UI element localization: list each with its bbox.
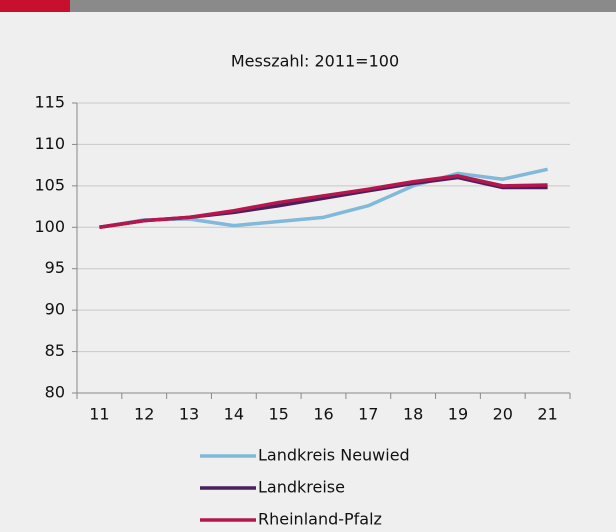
x-tick-label: 17 bbox=[358, 405, 378, 424]
legend-label: Landkreis Neuwied bbox=[258, 446, 410, 465]
header-accent bbox=[0, 0, 70, 12]
chart-title: Messzahl: 2011=100 bbox=[231, 52, 399, 71]
x-tick-label: 16 bbox=[313, 405, 333, 424]
legend-label: Rheinland-Pfalz bbox=[258, 510, 382, 529]
header-bar bbox=[0, 0, 616, 12]
x-tick-label: 20 bbox=[493, 405, 513, 424]
x-tick-label: 19 bbox=[448, 405, 468, 424]
x-tick-label: 21 bbox=[537, 405, 557, 424]
y-tick-label: 115 bbox=[34, 93, 65, 112]
y-tick-label: 110 bbox=[34, 134, 65, 153]
y-tick-label: 90 bbox=[45, 300, 65, 319]
y-tick-label: 100 bbox=[34, 217, 65, 236]
y-tick-label: 105 bbox=[34, 175, 65, 194]
legend-label: Landkreise bbox=[258, 478, 345, 497]
x-tick-label: 14 bbox=[224, 405, 244, 424]
x-tick-label: 12 bbox=[134, 405, 154, 424]
x-tick-label: 13 bbox=[179, 405, 199, 424]
series-line bbox=[99, 174, 548, 230]
x-tick-label: 11 bbox=[89, 405, 109, 424]
y-tick-label: 80 bbox=[45, 383, 65, 402]
x-tick-label: 15 bbox=[269, 405, 289, 424]
x-tick-label: 18 bbox=[403, 405, 423, 424]
y-tick-label: 85 bbox=[45, 341, 65, 360]
y-tick-label: 95 bbox=[45, 258, 65, 277]
